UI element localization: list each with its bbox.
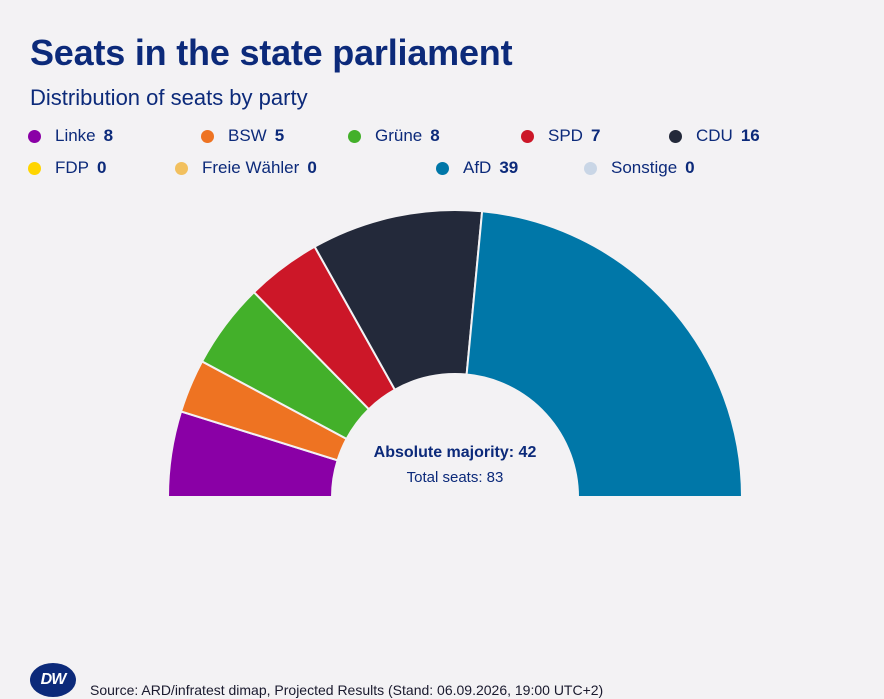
legend-value: 0: [97, 158, 107, 177]
legend-swatch: [436, 161, 449, 175]
legend-swatch: [28, 161, 41, 175]
legend-swatch: [669, 129, 682, 143]
dw-logo: DW: [30, 663, 76, 697]
legend-label: Grüne: [375, 126, 423, 145]
legend-label: Linke: [55, 126, 96, 145]
legend-item-spd: SPD 7: [521, 126, 600, 146]
legend-item-fdp: FDP 0: [28, 158, 106, 178]
seat-segment-afd: [465, 210, 744, 498]
source-note: Source: ARD/infratest dimap, Projected R…: [90, 682, 604, 698]
chart-title: Seats in the state parliament: [30, 32, 513, 73]
legend-value: 8: [103, 126, 114, 145]
legend-item-gr-ne: Grüne 8: [348, 126, 440, 146]
legend-item-cdu: CDU 16: [669, 126, 760, 146]
legend-item-afd: AfD 39: [436, 158, 518, 178]
legend-value: 7: [590, 126, 601, 145]
legend-value: 39: [499, 158, 519, 177]
legend-value: 5: [274, 126, 285, 145]
legend-swatch: [175, 161, 188, 175]
legend-swatch: [584, 161, 597, 175]
legend-value: 8: [430, 126, 440, 145]
footer: DW Source: ARD/infratest dimap, Projecte…: [30, 662, 603, 698]
legend-label: Freie Wähler: [202, 158, 300, 177]
total-seats-label: Total seats: 83: [407, 469, 504, 486]
legend-value: 0: [685, 158, 695, 177]
legend-item-sonstige: Sonstige 0: [584, 158, 695, 178]
legend-label: SPD: [548, 126, 583, 145]
legend-swatch: [201, 129, 214, 143]
legend-label: AfD: [463, 158, 492, 177]
legend-label: Sonstige: [611, 158, 678, 177]
legend-swatch: [348, 129, 361, 143]
legend-swatch: [28, 129, 41, 143]
majority-label: Absolute majority: 42: [374, 444, 537, 461]
legend: Linke 8 BSW 5 Grüne 8 SPD 7 CDU 16 FDP 0 Freie Wähle…: [28, 126, 868, 196]
chart-subtitle: Distribution of seats by party: [30, 85, 308, 110]
legend-swatch: [521, 129, 534, 143]
legend-item-linke: Linke 8: [28, 126, 113, 146]
legend-label: BSW: [228, 126, 267, 145]
legend-label: FDP: [55, 158, 89, 177]
legend-value: 0: [307, 158, 317, 177]
legend-item-freie-w-hler: Freie Wähler 0: [175, 158, 317, 178]
legend-item-bsw: BSW 5: [201, 126, 284, 146]
legend-value: 16: [740, 126, 760, 145]
legend-label: CDU: [696, 126, 733, 145]
